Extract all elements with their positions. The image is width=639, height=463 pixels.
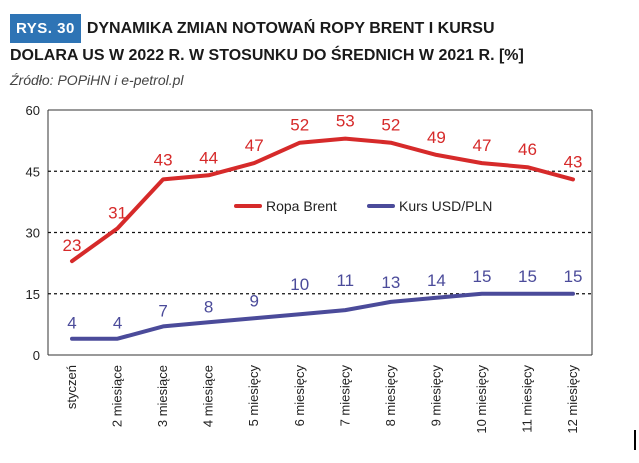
data-label: 13 xyxy=(381,273,400,292)
text-cursor-marker xyxy=(634,430,636,450)
data-label: 47 xyxy=(472,136,491,155)
x-tick-label: 10 miesięcy xyxy=(474,365,489,434)
x-tick-label: 4 miesiące xyxy=(201,365,216,427)
legend-label: Ropa Brent xyxy=(266,198,337,214)
data-label: 11 xyxy=(336,271,354,290)
y-tick-label: 15 xyxy=(26,287,40,302)
data-label: 15 xyxy=(564,267,583,286)
data-label: 4 xyxy=(67,314,76,333)
data-label: 4 xyxy=(113,314,122,333)
x-tick-label: 12 miesięcy xyxy=(565,365,580,434)
y-tick-label: 0 xyxy=(33,348,40,363)
data-label: 46 xyxy=(518,140,537,159)
data-label: 49 xyxy=(427,128,446,147)
data-label: 44 xyxy=(199,148,218,167)
x-tick-label: 8 miesięcy xyxy=(383,365,398,427)
x-tick-label: 2 miesiące xyxy=(110,365,125,427)
x-tick-label: 11 miesięcy xyxy=(520,365,535,433)
data-label: 14 xyxy=(427,271,446,290)
x-tick-label: 6 miesięcy xyxy=(292,365,307,427)
data-label: 15 xyxy=(472,267,491,286)
figure-title-line-2: DOLARA US W 2022 R. W STOSUNKU DO ŚREDNI… xyxy=(10,47,524,64)
figure-title-line-1: RYS. 30 DYNAMIKA ZMIAN NOTOWAŃ ROPY BRENT… xyxy=(10,14,630,43)
data-label: 43 xyxy=(564,152,583,171)
x-tick-label: 3 miesiące xyxy=(155,365,170,427)
data-label: 8 xyxy=(204,297,213,316)
series-line-kurs-usd-pln xyxy=(70,291,575,341)
x-tick-label: 5 miesięcy xyxy=(246,365,261,427)
data-label: 7 xyxy=(158,301,167,320)
figure-header: RYS. 30 DYNAMIKA ZMIAN NOTOWAŃ ROPY BRENT… xyxy=(10,14,630,88)
data-label: 47 xyxy=(245,136,264,155)
y-tick-label: 45 xyxy=(26,164,40,179)
data-label: 15 xyxy=(518,267,537,286)
y-tick-label: 30 xyxy=(26,226,40,241)
data-label: 31 xyxy=(108,203,127,222)
y-tick-label: 60 xyxy=(26,103,40,118)
figure-number-badge: RYS. 30 xyxy=(10,14,81,43)
x-tick-label: 7 miesięcy xyxy=(337,365,352,427)
legend-label: Kurs USD/PLN xyxy=(399,198,492,214)
figure-source: Źródło: POPiHN i e-petrol.pl xyxy=(10,72,184,88)
x-tick-label: 9 miesięcy xyxy=(428,365,443,427)
data-label: 43 xyxy=(154,150,173,169)
data-label: 52 xyxy=(290,116,309,135)
data-label: 10 xyxy=(290,275,309,294)
figure-title-text-1: DYNAMIKA ZMIAN NOTOWAŃ ROPY BRENT I KURS… xyxy=(86,20,495,37)
data-label: 23 xyxy=(63,236,82,255)
data-label: 52 xyxy=(381,116,400,135)
x-tick-label: styczeń xyxy=(64,365,79,409)
series-line-ropa-brent xyxy=(70,136,575,264)
data-label: 53 xyxy=(336,112,355,131)
data-label: 9 xyxy=(249,291,258,310)
